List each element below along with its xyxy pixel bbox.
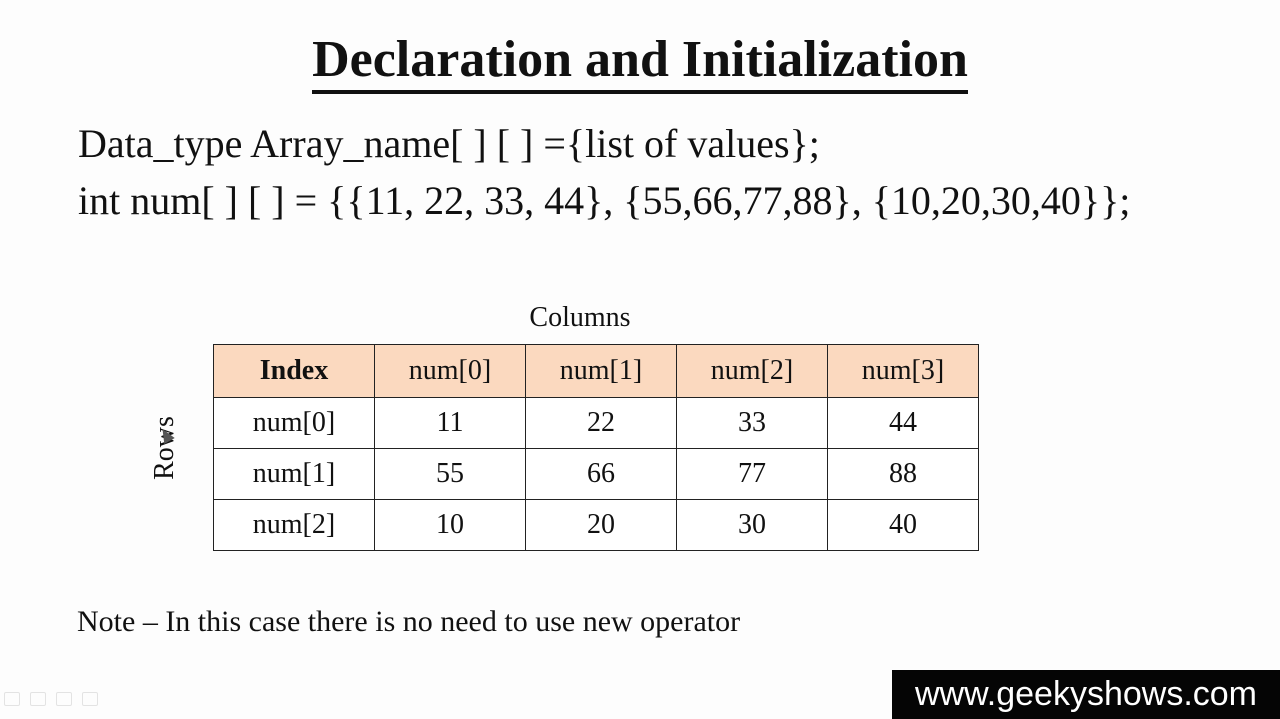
example-line: int num[ ] [ ] = {{11, 22, 33, 44}, {55,…: [78, 178, 1131, 223]
watermark: www.geekyshows.com: [892, 670, 1280, 719]
table-row: num[1] 55 66 77 88: [213, 448, 979, 500]
slide-toolbar: [0, 692, 98, 712]
table-cell: 22: [525, 397, 677, 449]
table-row: num[2] 10 20 30 40: [213, 499, 979, 551]
header-cell: num[1]: [525, 344, 677, 398]
rows-label: Rows: [149, 416, 180, 480]
pointer-icon[interactable]: [4, 692, 20, 706]
pen-icon[interactable]: [30, 692, 46, 706]
table-row: num[0] 11 22 33 44: [213, 397, 979, 449]
table-header-row: Index num[0] num[1] num[2] num[3]: [213, 344, 979, 398]
row-label-cell: num[0]: [213, 397, 375, 449]
table-cell: 30: [676, 499, 828, 551]
slide-title-text: Declaration and Initialization: [312, 31, 968, 94]
table-cell: 11: [374, 397, 526, 449]
table-cell: 77: [676, 448, 828, 500]
row-label-cell: num[1]: [213, 448, 375, 500]
note-text: Note – In this case there is no need to …: [77, 605, 741, 638]
syntax-line: Data_type Array_name[ ] [ ] ={list of va…: [78, 121, 820, 166]
table-cell: 33: [676, 397, 828, 449]
columns-label: Columns: [529, 302, 631, 333]
table-cell: 55: [374, 448, 526, 500]
table-cell: 44: [827, 397, 979, 449]
row-label-cell: num[2]: [213, 499, 375, 551]
header-cell: num[2]: [676, 344, 828, 398]
header-cell: Index: [213, 344, 375, 398]
header-cell: num[3]: [827, 344, 979, 398]
table-cell: 88: [827, 448, 979, 500]
array-table: Index num[0] num[1] num[2] num[3] num[0]…: [213, 344, 979, 551]
header-cell: num[0]: [374, 344, 526, 398]
slide-title: Declaration and Initialization: [0, 28, 1280, 94]
next-icon[interactable]: [82, 692, 98, 706]
table-cell: 40: [827, 499, 979, 551]
table-cell: 20: [525, 499, 677, 551]
menu-icon[interactable]: [56, 692, 72, 706]
table-cell: 10: [374, 499, 526, 551]
table-cell: 66: [525, 448, 677, 500]
